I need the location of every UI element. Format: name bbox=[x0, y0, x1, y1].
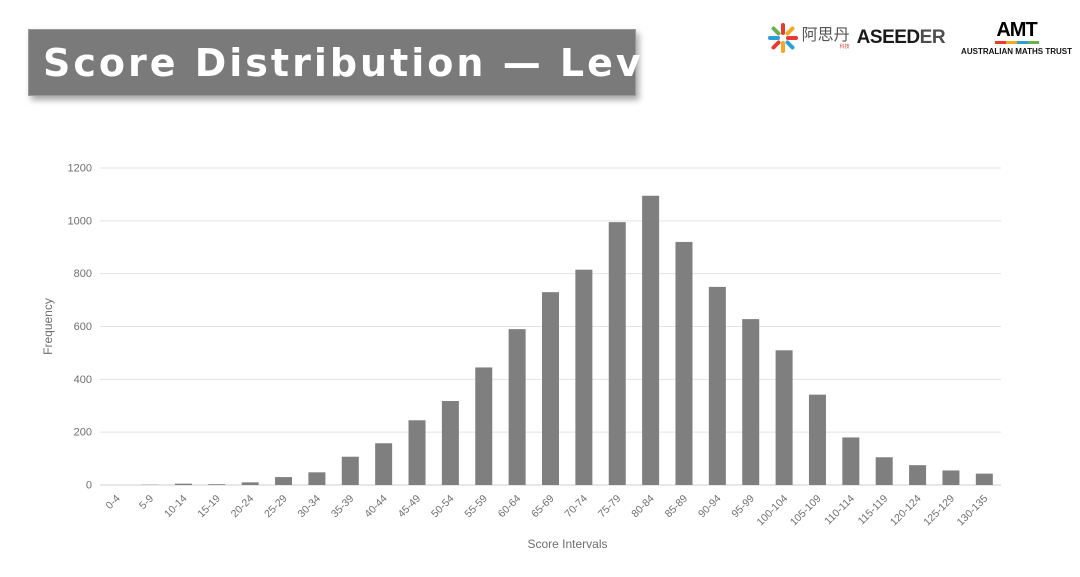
bar bbox=[542, 292, 559, 485]
x-tick-label: 60-64 bbox=[496, 493, 524, 521]
y-tick-label: 200 bbox=[74, 427, 92, 439]
bar bbox=[441, 400, 459, 485]
y-tick-label: 800 bbox=[74, 268, 92, 280]
bar bbox=[675, 241, 693, 485]
aseeder-wordmark: ASEEDER bbox=[856, 27, 946, 49]
x-tick-label: 130-135 bbox=[955, 493, 991, 529]
bar bbox=[174, 483, 192, 485]
x-tick-label: 30-34 bbox=[296, 493, 324, 521]
x-tick-label: 15-19 bbox=[195, 493, 223, 521]
x-axis-label: Score Intervals bbox=[527, 537, 607, 551]
bar bbox=[608, 222, 626, 485]
bar bbox=[575, 269, 593, 485]
bar bbox=[308, 472, 326, 485]
x-tick-label: 50-54 bbox=[429, 493, 457, 521]
bar bbox=[208, 484, 226, 485]
bar bbox=[942, 470, 960, 485]
bar bbox=[808, 394, 826, 485]
aseeder-wordmark-seed: SEED bbox=[869, 27, 920, 48]
page-title: Score Distribution — Level C bbox=[43, 40, 736, 85]
sponsor-logos: 阿思丹 科技 ASEEDER AMT AUSTRALIAN MATHS TRUS… bbox=[767, 18, 1072, 58]
bar bbox=[742, 319, 760, 485]
bar bbox=[909, 465, 927, 485]
x-tick-label: 105-109 bbox=[788, 493, 824, 529]
x-tick-label: 65-69 bbox=[529, 493, 557, 521]
x-tick-label: 45-49 bbox=[396, 493, 424, 521]
bar bbox=[642, 195, 660, 486]
y-axis-label: Frequency bbox=[41, 298, 55, 355]
amt-full-name: AUSTRALIAN MATHS TRUST bbox=[961, 47, 1072, 56]
x-tick-label: 110-114 bbox=[822, 493, 857, 528]
y-tick-label: 600 bbox=[74, 321, 92, 333]
x-tick-label: 95-99 bbox=[729, 493, 757, 521]
aseeder-chinese-text: 阿思丹 bbox=[801, 24, 850, 44]
bar bbox=[341, 456, 359, 485]
amt-wordmark: AMT bbox=[996, 19, 1037, 41]
x-tick-label: 40-44 bbox=[362, 493, 390, 521]
x-tick-label: 35-39 bbox=[329, 493, 357, 521]
x-tick-label: 10-14 bbox=[162, 493, 190, 521]
y-tick-label: 0 bbox=[86, 480, 92, 492]
bar bbox=[842, 437, 860, 485]
aseeder-logo: 阿思丹 科技 ASEEDER bbox=[767, 22, 946, 54]
x-tick-label: 5-9 bbox=[137, 493, 156, 512]
x-tick-label: 100-104 bbox=[754, 493, 790, 529]
x-tick-label: 120-124 bbox=[888, 493, 924, 529]
aseeder-chinese-subtext: 科技 bbox=[839, 43, 850, 50]
y-tick-label: 1200 bbox=[68, 163, 92, 175]
title-banner: Score Distribution — Level C bbox=[28, 29, 733, 96]
bar bbox=[775, 350, 793, 485]
aseeder-star-icon bbox=[767, 23, 798, 53]
amt-colour-bar bbox=[994, 41, 1039, 44]
aseeder-chinese-name: 阿思丹 科技 bbox=[801, 24, 850, 50]
x-tick-label: 75-79 bbox=[596, 493, 624, 521]
x-tick-label: 55-59 bbox=[462, 493, 490, 521]
x-tick-label: 70-74 bbox=[563, 493, 591, 521]
x-tick-label: 115-119 bbox=[856, 493, 891, 528]
bar bbox=[375, 443, 393, 485]
aseeder-wordmark-a: A bbox=[856, 27, 871, 48]
amt-logo: AMT AUSTRALIAN MATHS TRUST bbox=[961, 20, 1072, 56]
bar bbox=[708, 286, 726, 485]
bar bbox=[241, 482, 259, 485]
bar bbox=[975, 473, 993, 485]
x-tick-label: 90-94 bbox=[696, 493, 724, 521]
x-tick-label: 0-4 bbox=[104, 493, 123, 512]
bar bbox=[408, 420, 426, 485]
x-tick-label: 20-24 bbox=[229, 493, 257, 521]
bar bbox=[875, 457, 893, 485]
bar bbox=[275, 477, 293, 485]
x-tick-label: 125-129 bbox=[921, 493, 957, 529]
bar bbox=[508, 329, 526, 485]
y-tick-label: 1000 bbox=[68, 215, 92, 227]
x-tick-label: 85-89 bbox=[663, 493, 691, 521]
x-tick-label: 25-29 bbox=[262, 493, 290, 521]
bar bbox=[475, 367, 493, 485]
y-tick-label: 400 bbox=[74, 374, 92, 386]
x-tick-label: 80-84 bbox=[629, 493, 657, 521]
aseeder-wordmark-er: ER bbox=[919, 27, 946, 48]
